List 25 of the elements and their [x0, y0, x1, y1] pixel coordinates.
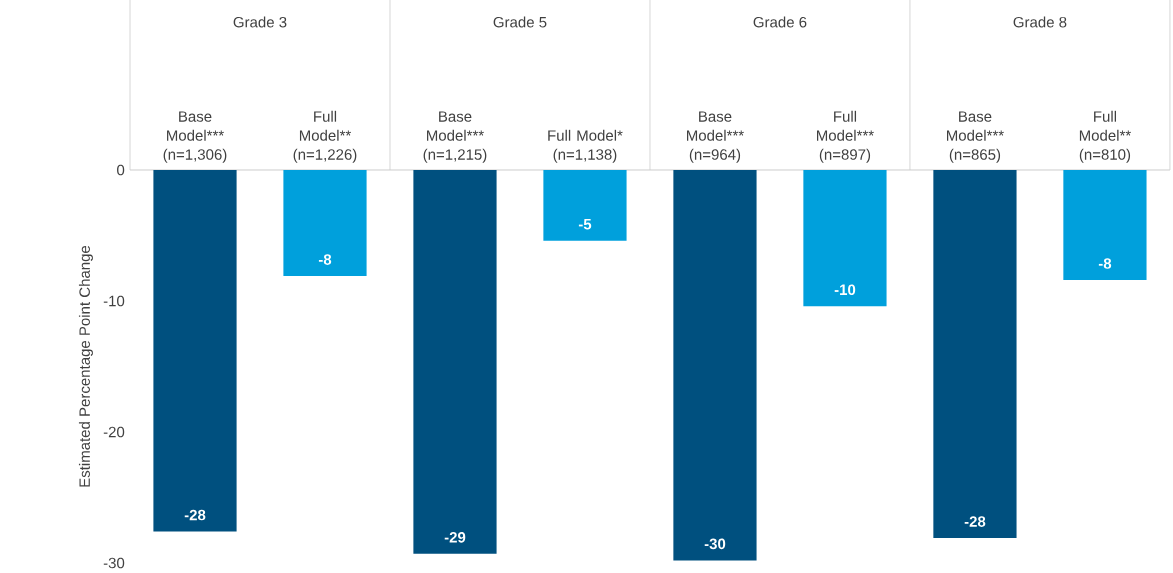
y-tick-label: -10	[103, 295, 125, 307]
data-label: -8	[318, 254, 332, 265]
data-label: -28	[184, 509, 206, 521]
x-tick-label: Full Model** (n=1,226)	[293, 110, 357, 163]
data-label: -8	[1098, 258, 1112, 269]
data-label: -10	[834, 284, 856, 296]
x-tick-label: Full Model*** (n=897)	[817, 110, 874, 163]
data-label: -28	[964, 516, 986, 527]
data-label: -5	[578, 219, 592, 230]
y-tick-label: -20	[103, 426, 125, 438]
x-tick-label: Base Model*** (n=964)	[687, 111, 744, 163]
text: Grade 6	[753, 16, 807, 28]
x-tick-label: Base Model*** (n=865)	[947, 111, 1004, 163]
y-tick-label: -30	[103, 557, 125, 569]
text: Grade 5	[493, 16, 547, 28]
x-tick-label: Full Model** (n=810)	[1079, 110, 1131, 163]
y-axis-title: Estimated Percentage Point Change	[78, 245, 93, 487]
text: Grade 8	[1013, 16, 1067, 28]
data-label: -29	[444, 532, 466, 543]
text: Grade 3	[233, 16, 287, 28]
x-tick-label: Base Model*** (n=1,306)	[163, 111, 227, 163]
x-tick-label: Base Model*** (n=1,215)	[423, 111, 487, 163]
data-label: -30	[704, 538, 726, 550]
y-tick-label: 0	[117, 164, 125, 176]
x-tick-label: Full Model* (n=1,138)	[548, 129, 623, 163]
